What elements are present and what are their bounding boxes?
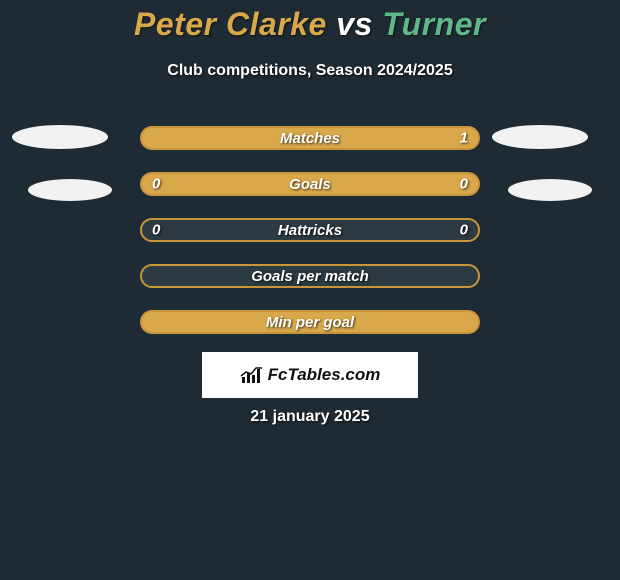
marker-ellipse xyxy=(492,125,588,149)
stat-left-value: 0 xyxy=(152,176,160,193)
stat-right-value: 0 xyxy=(460,176,468,193)
marker-ellipse xyxy=(28,179,112,201)
stat-label: Min per goal xyxy=(266,314,354,331)
player2-name: Turner xyxy=(382,6,486,42)
stat-row-goals: 0 Goals 0 xyxy=(140,172,480,196)
stat-label: Goals per match xyxy=(251,268,369,285)
stat-label: Matches xyxy=(280,130,340,147)
stat-row-min-per-goal: Min per goal xyxy=(140,310,480,334)
brand-box: FcTables.com xyxy=(202,352,418,398)
page-title: Peter Clarke vs Turner xyxy=(0,6,620,43)
date-label: 21 january 2025 xyxy=(0,408,620,426)
bar-chart-icon xyxy=(240,365,264,385)
stat-left-value: 0 xyxy=(152,222,160,239)
player1-name: Peter Clarke xyxy=(134,6,327,42)
marker-ellipse xyxy=(12,125,108,149)
stat-right-value: 0 xyxy=(460,222,468,239)
subtitle: Club competitions, Season 2024/2025 xyxy=(0,62,620,80)
vs-label: vs xyxy=(336,6,373,42)
stat-label: Hattricks xyxy=(278,222,342,239)
comparison-infographic: Peter Clarke vs Turner Club competitions… xyxy=(0,0,620,580)
stat-row-matches: Matches 1 xyxy=(140,126,480,150)
stat-right-value: 1 xyxy=(460,130,468,147)
stat-label: Goals xyxy=(289,176,331,193)
brand-text: FcTables.com xyxy=(268,365,381,385)
stat-row-hattricks: 0 Hattricks 0 xyxy=(140,218,480,242)
stat-row-goals-per-match: Goals per match xyxy=(140,264,480,288)
marker-ellipse xyxy=(508,179,592,201)
